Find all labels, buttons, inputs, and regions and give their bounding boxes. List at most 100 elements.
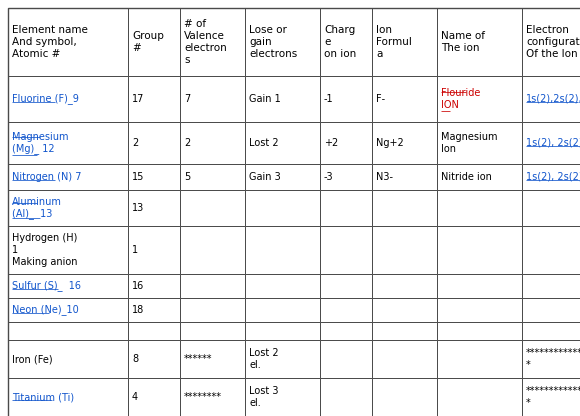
Bar	[180, 190, 245, 226]
Bar	[320, 298, 372, 322]
Bar	[437, 122, 522, 164]
Bar	[372, 226, 437, 274]
Bar	[180, 76, 245, 122]
Text: 1s(2), 2s(2), 2p(6): 1s(2), 2s(2), 2p(6)	[526, 138, 580, 148]
Bar	[245, 76, 320, 122]
Bar	[320, 322, 372, 340]
Bar	[245, 226, 320, 274]
Text: 1s(2), 2s(2), 2p(6): 1s(2), 2s(2), 2p(6)	[526, 172, 580, 182]
Text: N3-: N3-	[376, 172, 393, 182]
Bar	[372, 164, 437, 190]
Text: Ion
Formul
a: Ion Formul a	[376, 25, 412, 59]
Bar	[372, 8, 437, 76]
Bar	[245, 8, 320, 76]
Bar	[128, 298, 180, 322]
Bar	[522, 340, 580, 378]
Bar	[128, 322, 180, 340]
Bar	[245, 190, 320, 226]
Text: 1s(2),2s(2),2p(2): 1s(2),2s(2),2p(2)	[526, 94, 580, 104]
Bar	[180, 122, 245, 164]
Bar	[180, 8, 245, 76]
Bar	[128, 164, 180, 190]
Bar	[437, 8, 522, 76]
Text: 2: 2	[132, 138, 138, 148]
Text: Hydrogen (H)
1
Making anion: Hydrogen (H) 1 Making anion	[12, 233, 78, 267]
Text: Electron
configuration
Of the Ion: Electron configuration Of the Ion	[526, 25, 580, 59]
Text: Gain 3: Gain 3	[249, 172, 281, 182]
Text: 2: 2	[184, 138, 190, 148]
Bar	[128, 190, 180, 226]
Text: F-: F-	[376, 94, 385, 104]
Bar	[320, 190, 372, 226]
Bar	[522, 298, 580, 322]
Text: Group
#: Group #	[132, 31, 164, 53]
Text: 8: 8	[132, 354, 138, 364]
Bar	[320, 340, 372, 378]
Text: ****************
*: **************** *	[526, 348, 580, 370]
Bar	[320, 378, 372, 416]
Text: Sulfur (S)_  16: Sulfur (S)_ 16	[12, 280, 81, 292]
Text: Lost 2
el.: Lost 2 el.	[249, 348, 278, 370]
Bar	[437, 298, 522, 322]
Bar	[522, 378, 580, 416]
Bar	[128, 76, 180, 122]
Bar	[372, 190, 437, 226]
Text: Nitrogen (N) 7: Nitrogen (N) 7	[12, 172, 82, 182]
Bar	[437, 274, 522, 298]
Bar	[372, 298, 437, 322]
Bar	[245, 322, 320, 340]
Bar	[8, 226, 128, 274]
Text: Lose or
gain
electrons: Lose or gain electrons	[249, 25, 297, 59]
Bar	[437, 340, 522, 378]
Text: Fluorine (F)_9: Fluorine (F)_9	[12, 94, 79, 104]
Bar	[320, 164, 372, 190]
Bar	[372, 274, 437, 298]
Text: Nitride ion: Nitride ion	[441, 172, 492, 182]
Bar	[437, 76, 522, 122]
Bar	[180, 340, 245, 378]
Bar	[320, 8, 372, 76]
Text: 17: 17	[132, 94, 144, 104]
Text: 13: 13	[132, 203, 144, 213]
Text: Element name
And symbol,
Atomic #: Element name And symbol, Atomic #	[12, 25, 88, 59]
Text: # of
Valence
electron
s: # of Valence electron s	[184, 19, 227, 65]
Text: Ng+2: Ng+2	[376, 138, 404, 148]
Bar	[8, 274, 128, 298]
Bar	[372, 378, 437, 416]
Text: +2: +2	[324, 138, 338, 148]
Text: 4: 4	[132, 392, 138, 402]
Bar	[372, 122, 437, 164]
Text: -1: -1	[324, 94, 334, 104]
Bar	[437, 226, 522, 274]
Bar	[320, 122, 372, 164]
Bar	[522, 226, 580, 274]
Bar	[522, 322, 580, 340]
Bar	[522, 274, 580, 298]
Bar	[320, 76, 372, 122]
Text: 5: 5	[184, 172, 190, 182]
Bar	[180, 274, 245, 298]
Text: Magnesium
(Mg)_ 12: Magnesium (Mg)_ 12	[12, 131, 68, 154]
Bar	[128, 340, 180, 378]
Bar	[522, 164, 580, 190]
Bar	[245, 274, 320, 298]
Bar	[437, 378, 522, 416]
Text: Lost 3
el.: Lost 3 el.	[249, 386, 278, 408]
Bar	[180, 298, 245, 322]
Text: 15: 15	[132, 172, 144, 182]
Bar	[128, 122, 180, 164]
Bar	[128, 226, 180, 274]
Text: Magnesium
Ion: Magnesium Ion	[441, 132, 498, 154]
Text: -3: -3	[324, 172, 334, 182]
Bar	[245, 164, 320, 190]
Text: ********: ********	[184, 392, 222, 402]
Bar	[128, 378, 180, 416]
Text: Titanium (Ti): Titanium (Ti)	[12, 392, 74, 402]
Bar	[437, 322, 522, 340]
Text: ******: ******	[184, 354, 212, 364]
Bar	[180, 226, 245, 274]
Bar	[320, 226, 372, 274]
Bar	[372, 322, 437, 340]
Bar	[8, 122, 128, 164]
Bar	[8, 76, 128, 122]
